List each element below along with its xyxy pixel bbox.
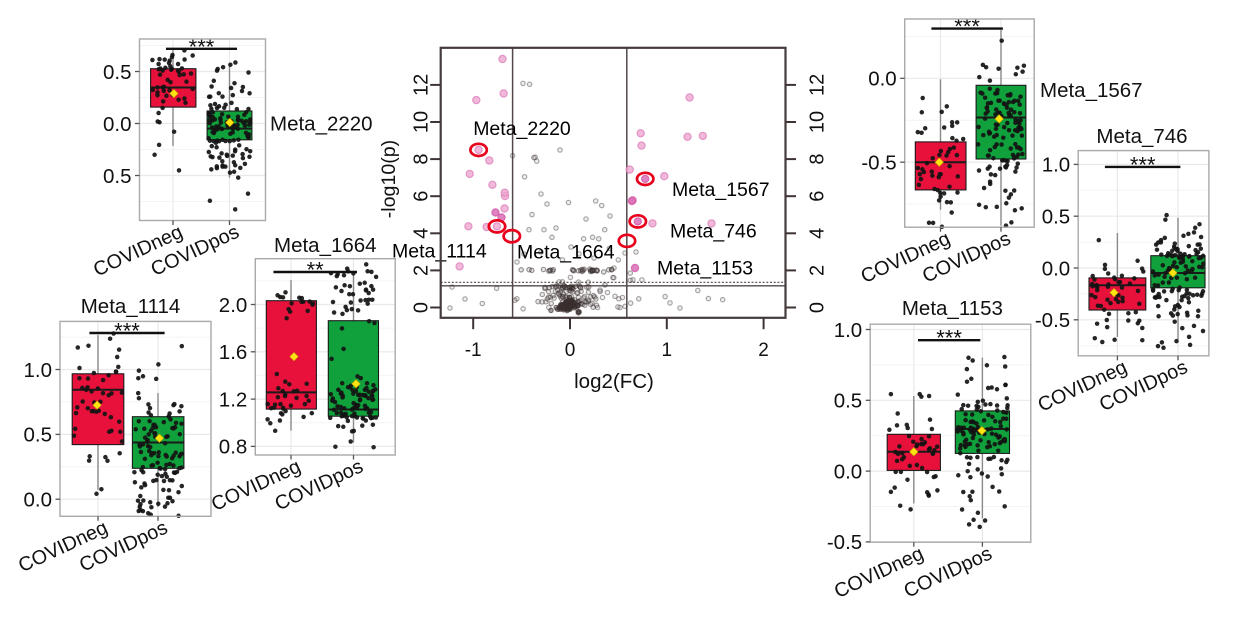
svg-text:10: 10 [807, 111, 829, 133]
svg-text:2: 2 [758, 340, 769, 361]
svg-text:1.6: 1.6 [219, 341, 248, 364]
svg-text:0.8: 0.8 [219, 436, 248, 459]
svg-text:***: *** [1130, 152, 1156, 177]
svg-text:***: *** [114, 319, 140, 344]
svg-text:Meta_1153: Meta_1153 [902, 297, 1003, 320]
svg-text:***: *** [936, 326, 962, 351]
svg-text:2.0: 2.0 [219, 294, 248, 317]
svg-text:0.5: 0.5 [1042, 206, 1071, 229]
svg-text:0.0: 0.0 [868, 68, 897, 91]
svg-text:**: ** [307, 258, 325, 283]
svg-text:Meta_1153: Meta_1153 [657, 258, 753, 280]
svg-text:Meta_2220: Meta_2220 [270, 113, 373, 136]
svg-text:12: 12 [807, 74, 829, 96]
svg-text:1.0: 1.0 [1042, 154, 1071, 177]
svg-text:Meta_1114: Meta_1114 [81, 295, 181, 318]
svg-text:4: 4 [807, 228, 829, 239]
svg-text:Meta_746: Meta_746 [670, 221, 757, 243]
svg-text:Meta_746: Meta_746 [1096, 125, 1187, 148]
svg-text:***: *** [954, 14, 980, 39]
svg-text:0.5: 0.5 [834, 390, 863, 413]
svg-text:0.5: 0.5 [103, 61, 132, 84]
svg-text:0.0: 0.0 [103, 113, 132, 136]
svg-text:-0.5: -0.5 [827, 531, 862, 554]
svg-text:0.5: 0.5 [24, 424, 53, 447]
svg-text:0: 0 [565, 340, 576, 361]
svg-text:Meta_2220: Meta_2220 [473, 118, 571, 140]
svg-text:2: 2 [807, 265, 829, 276]
svg-text:6: 6 [410, 191, 432, 202]
svg-text:***: *** [189, 34, 215, 59]
svg-text:0.0: 0.0 [834, 460, 863, 483]
svg-text:Meta_1567: Meta_1567 [672, 179, 770, 201]
svg-text:12: 12 [410, 74, 432, 96]
svg-text:0.0: 0.0 [1042, 257, 1071, 280]
svg-text:8: 8 [807, 154, 829, 165]
svg-text:8: 8 [410, 154, 432, 165]
svg-text:Meta_1664: Meta_1664 [517, 242, 615, 264]
svg-text:1.2: 1.2 [219, 388, 248, 411]
svg-text:-0.5: -0.5 [1035, 309, 1070, 332]
svg-text:2: 2 [410, 265, 432, 276]
svg-text:4: 4 [410, 228, 432, 239]
svg-text:10: 10 [410, 111, 432, 133]
svg-text:-log10(p): -log10(p) [378, 140, 400, 218]
svg-text:1.0: 1.0 [834, 319, 863, 342]
svg-text:Meta_1567: Meta_1567 [1040, 79, 1143, 102]
svg-text:0.5: 0.5 [103, 165, 132, 188]
svg-text:Meta_1664: Meta_1664 [274, 234, 377, 257]
svg-text:-0.5: -0.5 [861, 152, 896, 175]
svg-text:log2(FC): log2(FC) [574, 370, 654, 393]
svg-text:-1: -1 [465, 340, 482, 361]
svg-text:Meta_1114: Meta_1114 [392, 241, 487, 263]
svg-text:6: 6 [807, 191, 829, 202]
svg-text:0: 0 [807, 302, 829, 313]
svg-text:1.0: 1.0 [24, 359, 53, 382]
svg-text:1: 1 [662, 340, 673, 361]
svg-text:0: 0 [410, 302, 432, 313]
svg-text:0.0: 0.0 [24, 489, 53, 512]
